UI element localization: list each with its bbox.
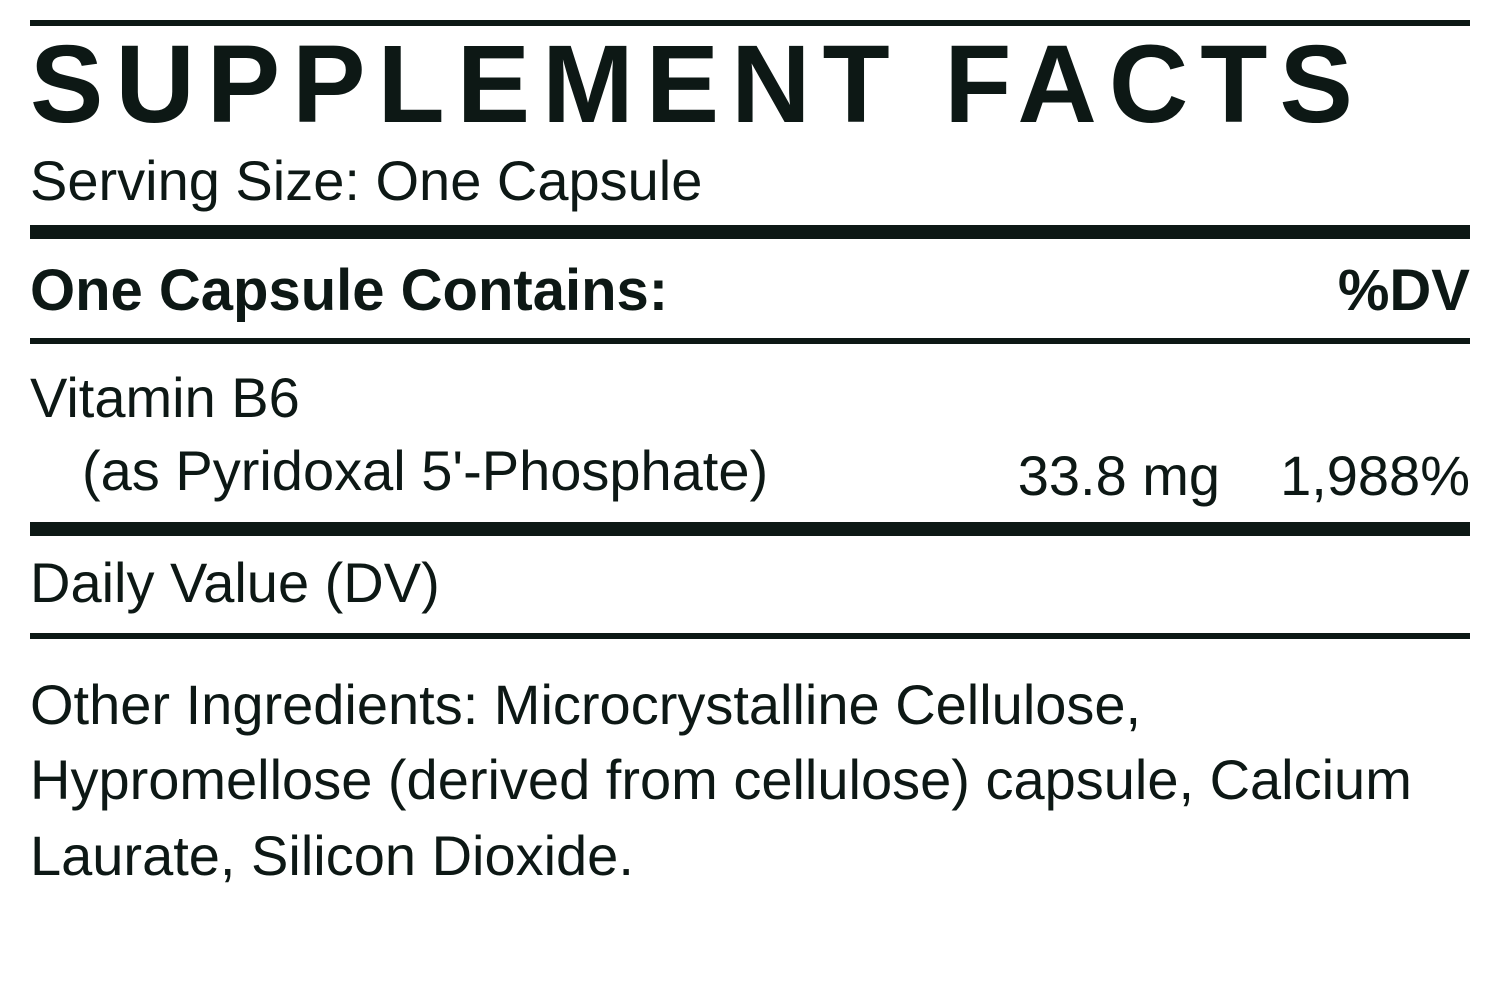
nutrient-amount: 33.8 mg (988, 443, 1280, 508)
nutrient-row: Vitamin B6 (as Pyridoxal 5'-Phosphate) 3… (30, 344, 1470, 536)
nutrient-dv: 1,988% (1280, 443, 1470, 508)
panel-title: SUPPLEMENT FACTS (30, 20, 1470, 140)
nutrient-sub-name: (as Pyridoxal 5'-Phosphate) (30, 435, 988, 508)
contains-label: One Capsule Contains: (30, 257, 668, 324)
other-ingredients: Other Ingredients: Microcrystalline Cell… (30, 639, 1470, 894)
dv-footer: Daily Value (DV) (30, 536, 1470, 639)
nutrient-name: Vitamin B6 (as Pyridoxal 5'-Phosphate) (30, 362, 988, 508)
supplement-facts-panel: SUPPLEMENT FACTS Serving Size: One Capsu… (30, 20, 1470, 893)
nutrient-header-row: One Capsule Contains: %DV (30, 239, 1470, 344)
nutrient-main-name: Vitamin B6 (30, 362, 988, 435)
serving-size: Serving Size: One Capsule (30, 140, 1470, 239)
dv-column-label: %DV (1338, 257, 1470, 324)
